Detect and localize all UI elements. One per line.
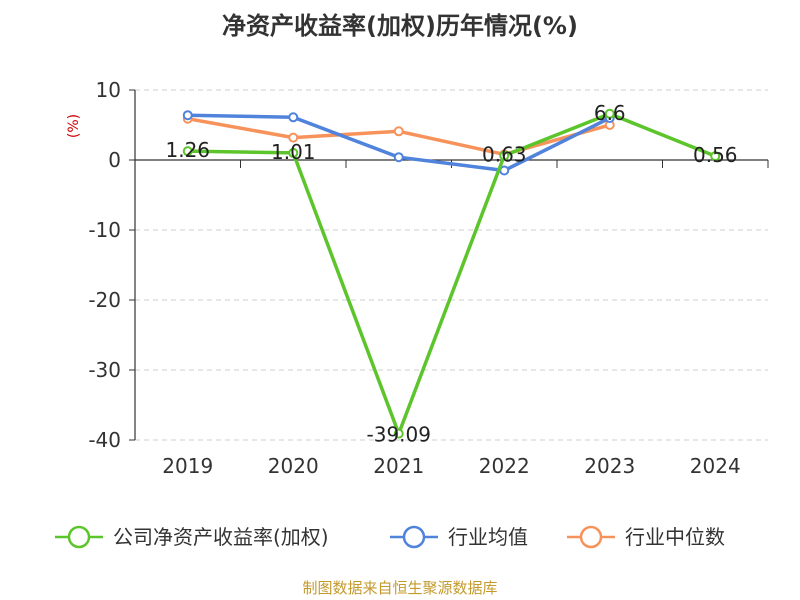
grid-layer xyxy=(135,89,768,441)
series-line xyxy=(187,112,716,436)
y-tick-label: -30 xyxy=(88,358,121,382)
data-label: -39.09 xyxy=(367,423,431,447)
data-point xyxy=(499,150,510,161)
source-note: 制图数据来自恒生聚源数据库 xyxy=(302,579,497,597)
data-point xyxy=(288,132,299,143)
data-point xyxy=(288,147,299,158)
data-label-layer: 1.26 1.01 -39.09 0.63 6.6 0.56 xyxy=(165,101,737,447)
data-label: 0.56 xyxy=(693,143,738,167)
data-point xyxy=(393,428,404,439)
data-point xyxy=(182,110,193,121)
data-label: 1.26 xyxy=(165,138,210,162)
data-point xyxy=(710,151,721,162)
x-tick-label: 2022 xyxy=(479,454,530,478)
data-label: 1.01 xyxy=(271,140,316,164)
x-tick-label: 2019 xyxy=(162,454,213,478)
legend-label: 行业均值 xyxy=(448,525,528,549)
legend-swatch-marker xyxy=(402,525,426,549)
y-tick-label: -10 xyxy=(88,218,121,242)
x-tick-label: 2023 xyxy=(584,454,635,478)
x-tick-label: 2020 xyxy=(268,454,319,478)
y-tick-label: -40 xyxy=(88,428,121,452)
legend-swatch-marker xyxy=(579,525,603,549)
series-layer xyxy=(182,108,721,439)
y-tick-label: 10 xyxy=(96,78,121,102)
data-point xyxy=(393,126,404,137)
data-point xyxy=(182,146,193,157)
data-label: 0.63 xyxy=(482,143,527,167)
y-axis-unit-label: (%) xyxy=(66,114,82,138)
data-point xyxy=(288,112,299,123)
chart-title: 净资产收益率(加权)历年情况(%) xyxy=(222,12,578,40)
legend: 公司净资产收益率(加权) 行业均值 行业中位数 xyxy=(55,525,725,549)
data-point xyxy=(393,152,404,163)
data-point xyxy=(604,108,615,119)
legend-label: 公司净资产收益率(加权) xyxy=(113,525,329,549)
x-tick-label: 2024 xyxy=(690,454,741,478)
x-tick-label: 2021 xyxy=(373,454,424,478)
y-tick-label: 0 xyxy=(108,148,121,172)
y-tick-label: -20 xyxy=(88,288,121,312)
legend-label: 行业中位数 xyxy=(625,525,725,549)
legend-swatch-marker xyxy=(67,525,91,549)
data-label: 6.6 xyxy=(594,101,626,125)
axis-layer: 10 0 -10 -20 -30 -40 2019 2020 2021 2022 2023 2024 xyxy=(88,78,769,478)
